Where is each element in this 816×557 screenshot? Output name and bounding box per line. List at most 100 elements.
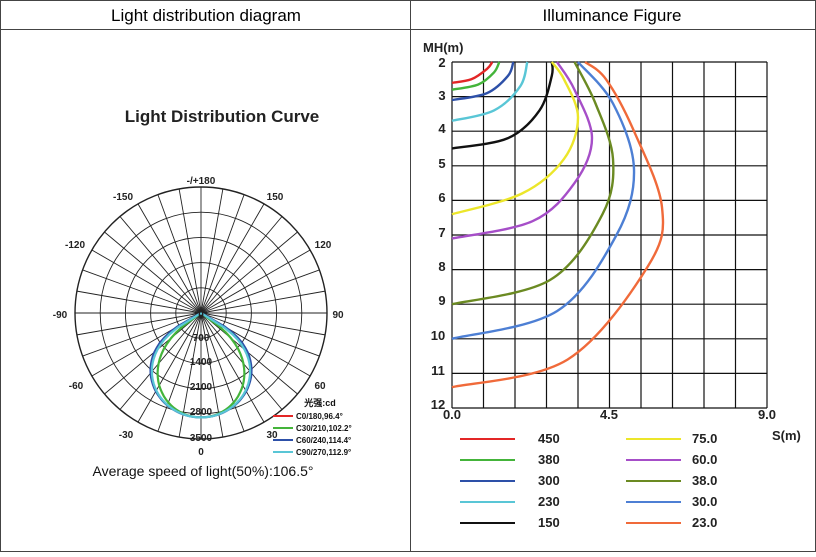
isolux-curve [451, 61, 665, 389]
polar-spoke [200, 312, 298, 395]
polar-spoke [200, 312, 326, 336]
legend-label-450: 450 [538, 431, 560, 446]
polar-legend-label-c30: C30/210,102.2° [296, 424, 352, 433]
polar-spoke [157, 194, 202, 314]
polar-legend-label-c90: C90/270,112.9° [296, 448, 351, 457]
isolux-curve [451, 61, 615, 306]
angle-label-p90: 90 [332, 310, 344, 321]
ring-label-3500: 3500 [190, 433, 213, 444]
isolux-curve [451, 61, 501, 91]
polar-spoke [137, 312, 202, 423]
polar-unit-label: 光强:cd [303, 397, 336, 408]
left-header: Light distribution diagram [111, 6, 301, 25]
ring-label-1400: 1400 [190, 357, 213, 368]
polar-spoke [104, 231, 202, 314]
polar-diagram: Light Distribution Curve -/+180 -150 150… [53, 107, 352, 479]
polar-spoke [200, 216, 283, 314]
x-tick-labels: 0.0 4.5 9.0 [443, 407, 776, 422]
polar-spoke [200, 188, 224, 314]
polar-spoke [157, 312, 202, 432]
polar-spoke [200, 269, 320, 314]
polar-spoke [82, 269, 202, 314]
polar-title: Light Distribution Curve [125, 107, 320, 126]
polar-spoke [200, 312, 283, 410]
illuminance-curves [451, 61, 665, 389]
polar-spoke [200, 312, 224, 438]
polar-spoke [82, 312, 202, 357]
polar-spoke [200, 312, 265, 423]
angle-label-p30: 30 [266, 430, 278, 441]
ring-label-2800: 2800 [190, 407, 213, 418]
x-tick-label: 9.0 [758, 407, 776, 422]
legend-label-30: 30.0 [692, 494, 717, 509]
legend-label-38: 38.0 [692, 473, 717, 488]
legend-label-380: 380 [538, 452, 560, 467]
polar-spoke [104, 312, 202, 395]
y-tick-label: 8 [438, 259, 445, 274]
legend-label-230: 230 [538, 494, 560, 509]
isolux-curve [451, 61, 594, 240]
polar-spoke [76, 312, 202, 336]
y-tick-label: 10 [431, 328, 445, 343]
angle-label-n60: -60 [69, 381, 84, 392]
polar-spoke [200, 231, 298, 314]
isolux-curve [451, 61, 494, 84]
legend-label-23: 23.0 [692, 515, 717, 530]
illuminance-legend: 450 380 300 230 150 75.0 60.0 38.0 30.0 … [460, 431, 717, 530]
beam-angle-text: Average speed of light(50%):106.5° [93, 463, 314, 479]
polar-spoke [178, 188, 202, 314]
angle-label-p60: 60 [314, 381, 326, 392]
y-tick-label: 5 [438, 156, 445, 171]
legend-label-60: 60.0 [692, 452, 717, 467]
x-tick-label: 4.5 [600, 407, 618, 422]
y-tick-label: 4 [438, 121, 446, 136]
angle-label-p120: 120 [315, 240, 332, 251]
polar-spoke [200, 194, 245, 314]
polar-legend: C0/180,96.4° C30/210,102.2° C60/240,114.… [273, 412, 352, 457]
legend-label-75: 75.0 [692, 431, 717, 446]
y-tick-label: 6 [438, 190, 445, 205]
x-axis-label: S(m) [772, 428, 801, 443]
angle-label-n30: -30 [119, 430, 134, 441]
polar-spoke [178, 312, 202, 438]
angle-label-p150: 150 [267, 192, 284, 203]
isolux-curve [451, 61, 554, 150]
legend-label-300: 300 [538, 473, 560, 488]
polar-spoke [200, 203, 265, 314]
ring-label-2100: 2100 [190, 382, 213, 393]
angle-label-n90: -90 [53, 310, 68, 321]
ring-label-700: 700 [193, 333, 210, 344]
angle-label-0: 0 [198, 447, 204, 458]
y-tick-label: 2 [438, 55, 445, 70]
polar-spoke [200, 312, 245, 432]
isolux-curve [451, 61, 529, 122]
polar-spoke [200, 312, 320, 357]
isolux-curve [451, 61, 636, 340]
illuminance-grid [451, 61, 768, 409]
x-tick-label: 0.0 [443, 407, 461, 422]
polar-curves [149, 312, 253, 419]
y-tick-label: 3 [438, 88, 445, 103]
illuminance-figure: MH(m) S(m) 2 3 4 5 6 7 8 9 10 11 12 0.0 … [423, 40, 801, 530]
right-header: Illuminance Figure [543, 6, 682, 25]
y-tick-label: 7 [438, 225, 445, 240]
y-tick-label: 12 [431, 397, 445, 412]
isolux-curve [451, 61, 580, 216]
polar-spoke [200, 290, 326, 314]
y-tick-labels: 2 3 4 5 6 7 8 9 10 11 12 [431, 55, 447, 412]
isolux-curve [451, 61, 515, 102]
legend-label-150: 150 [538, 515, 560, 530]
polar-spoke [76, 290, 202, 314]
y-axis-label: MH(m) [423, 40, 463, 55]
polar-curve [150, 312, 252, 419]
angle-label-n150: -150 [113, 192, 133, 203]
y-tick-label: 9 [438, 293, 445, 308]
polar-legend-label-c60: C60/240,114.4° [296, 436, 351, 445]
angle-label-n120: -120 [65, 240, 85, 251]
polar-spoke [137, 203, 202, 314]
angle-label-180: -/+180 [187, 176, 216, 187]
polar-spoke [91, 249, 202, 314]
polar-spoke [119, 216, 202, 314]
